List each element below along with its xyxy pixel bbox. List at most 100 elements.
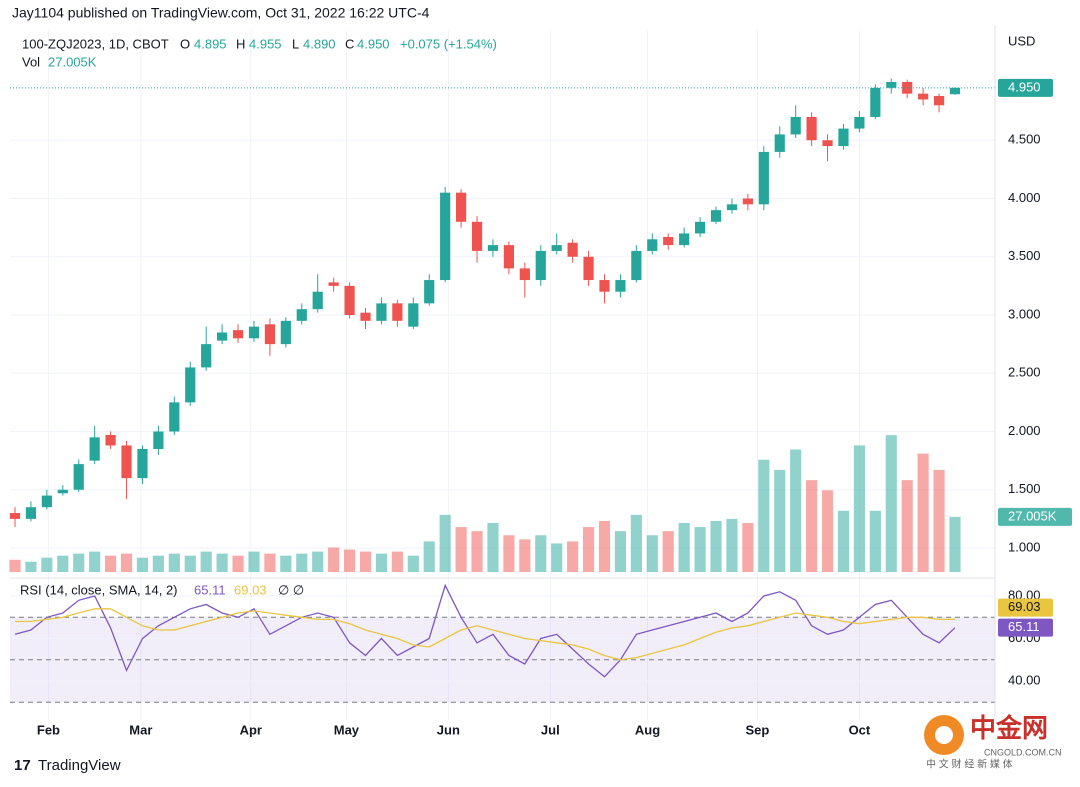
- y-tick-label: 1.500: [1008, 481, 1041, 496]
- candle-body: [886, 82, 897, 88]
- y-tick-label: 1.000: [1008, 539, 1041, 554]
- tv-logo: 17: [14, 757, 31, 774]
- volume-bar: [535, 535, 547, 572]
- candle-body: [679, 233, 690, 246]
- candle-body: [376, 303, 387, 321]
- x-tick-label: May: [334, 722, 360, 737]
- volume-bar: [646, 535, 658, 572]
- volume-bar: [790, 449, 802, 572]
- volume-bar: [89, 551, 101, 572]
- candle-body: [742, 198, 753, 205]
- candle-body: [121, 445, 132, 479]
- volume-bar: [216, 553, 228, 572]
- candle-body: [440, 192, 451, 281]
- rsi-tick-label: 40.00: [1008, 672, 1041, 687]
- watermark-tagline: 中 文 财 经 新 媒 体: [926, 758, 1013, 771]
- volume-bar: [280, 555, 292, 572]
- rsi-line: [14, 583, 956, 678]
- candle-body: [487, 245, 499, 251]
- candle-body: [105, 434, 116, 446]
- candle-body: [312, 291, 323, 310]
- rsi-value-label: 69.03: [1008, 599, 1041, 614]
- volume-bar: [312, 551, 324, 572]
- candle-body: [519, 268, 530, 281]
- volume-bar: [630, 514, 642, 572]
- volume-bar: [232, 555, 244, 572]
- volume-bar: [551, 543, 563, 572]
- volume-bar: [248, 551, 260, 572]
- volume-bar: [120, 553, 133, 572]
- volume-bar: [567, 541, 579, 572]
- candle-body: [870, 87, 881, 117]
- rsi-legend-value: 69.03: [234, 582, 267, 597]
- candle-body: [599, 280, 610, 292]
- candle-body: [774, 134, 785, 152]
- x-tick-label: Mar: [129, 722, 152, 737]
- volume-bar: [407, 555, 419, 572]
- change: +0.075 (+1.54%): [400, 36, 497, 51]
- currency: USD: [1008, 33, 1035, 48]
- candle-body: [567, 242, 578, 257]
- volume-bar: [296, 553, 308, 572]
- volume-bar: [391, 551, 403, 572]
- volume-bar: [662, 531, 674, 572]
- candle-body: [631, 250, 642, 281]
- candle-body: [25, 507, 37, 519]
- volume-bar: [503, 535, 515, 572]
- plot-layer: [9, 30, 995, 720]
- volume-bar: [678, 523, 690, 572]
- volume-bar: [519, 539, 531, 572]
- candle-body: [854, 116, 865, 129]
- o-label: O: [180, 36, 190, 51]
- volume-bar: [726, 518, 738, 572]
- watermark-site: CNGOLD.COM.CN: [984, 747, 1062, 757]
- volume-bar: [73, 553, 85, 572]
- candle-body: [456, 192, 467, 222]
- last-price-label: 4.950: [1008, 79, 1041, 94]
- volume-bar: [328, 547, 340, 572]
- candle-body: [551, 245, 562, 251]
- h-label: H: [236, 36, 245, 51]
- volume-bar: [105, 555, 117, 572]
- rsi-legend-value: 65.11: [194, 582, 226, 597]
- candle-body: [694, 221, 706, 234]
- volume-bar: [152, 555, 164, 572]
- rsi-value-box: [998, 598, 1053, 617]
- x-tick-label: Feb: [37, 722, 60, 737]
- volume-bar: [758, 459, 770, 572]
- volume-bar: [837, 510, 850, 572]
- candle-body: [9, 513, 21, 519]
- volume-bar: [25, 561, 37, 572]
- candle-body: [918, 93, 929, 100]
- volume-bar: [439, 514, 451, 572]
- c-label: C: [345, 36, 354, 51]
- candle-body: [89, 437, 100, 461]
- close: 4.950: [357, 36, 390, 51]
- candle-body: [583, 256, 594, 281]
- volume-bar: [344, 549, 356, 572]
- candle-body: [663, 236, 674, 246]
- y-tick-label: 3.000: [1008, 306, 1041, 321]
- y-tick-label: 4.000: [1008, 190, 1041, 205]
- volume-bar: [200, 551, 212, 572]
- volume-label: 27.005K: [1008, 508, 1057, 523]
- candle-body: [615, 280, 626, 292]
- candle-body: [328, 282, 339, 286]
- volume-box: [998, 507, 1072, 526]
- volume-bar: [455, 527, 467, 572]
- x-tick-label: Apr: [240, 722, 262, 737]
- volume-bar: [806, 480, 818, 572]
- watermark-logo-inner: [935, 726, 953, 744]
- footer: 17 TradingView: [14, 757, 121, 774]
- rsi-line: [15, 608, 956, 661]
- x-tick-label: Aug: [635, 722, 660, 737]
- x-tick-label: Jul: [541, 722, 560, 737]
- candle-body: [217, 332, 228, 341]
- volume-bar: [869, 510, 881, 572]
- volume-bar: [614, 531, 626, 572]
- volume-bar: [487, 523, 499, 572]
- volume-bar: [9, 559, 21, 572]
- candle-body: [248, 326, 260, 339]
- volume-bar: [582, 527, 595, 572]
